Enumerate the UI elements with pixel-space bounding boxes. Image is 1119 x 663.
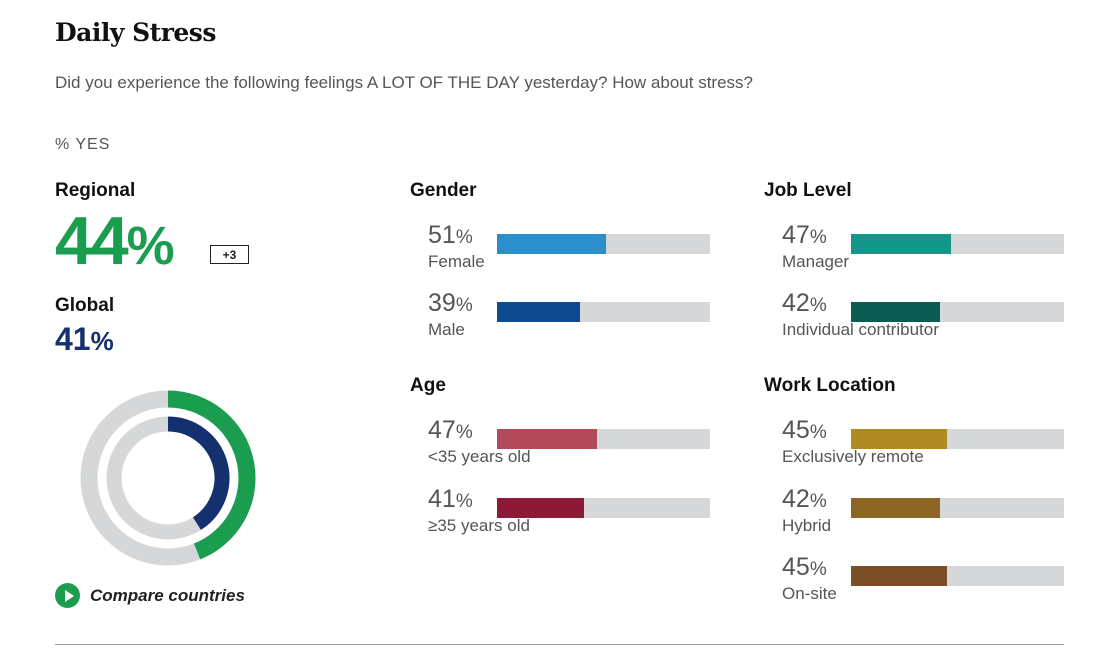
bar-pct-hybrid: % [809,491,827,512]
bar-pct-over-35: % [455,491,473,512]
bar-track-manager [851,234,1064,254]
donut-arc-global [167,416,230,530]
bar-label-exclusively-remote: Exclusively remote [782,447,924,466]
bar-label-on-site: On-site [782,584,837,603]
gender-heading: Gender [410,180,477,201]
compare-countries-link[interactable]: Compare countries [55,583,245,608]
bar-value-under-35: 47% [428,416,473,447]
job-level-heading: Job Level [764,180,852,201]
compare-countries-label: Compare countries [90,585,245,605]
regional-value: 44% [55,203,175,282]
bar-label-male: Male [428,320,465,339]
bar-value-male: 39% [428,289,473,320]
global-value: 41% [55,320,114,360]
work-location-heading: Work Location [764,375,896,396]
regional-pct-sign: % [126,216,175,276]
bar-value-individual-contributor: 42% [782,289,827,320]
bar-track-male [497,302,710,322]
bar-row-male: 39% Male [428,289,718,349]
bar-number-male: 39 [428,289,456,317]
bottom-divider [55,644,1064,645]
bar-track-exclusively-remote [851,429,1064,449]
donut-chart [80,390,256,566]
global-pct-sign: % [90,326,114,356]
bar-row-female: 51% Female [428,221,718,281]
bar-fill-on-site [851,566,947,586]
bar-value-manager: 47% [782,221,827,252]
bar-label-under-35: <35 years old [428,447,531,466]
bar-track-over-35 [497,498,710,518]
bar-number-individual-contributor: 42 [782,289,810,317]
bar-number-over-35: 41 [428,485,456,513]
bar-fill-individual-contributor [851,302,941,322]
global-number: 41 [55,321,91,357]
bar-value-hybrid: 42% [782,485,827,516]
bar-value-exclusively-remote: 45% [782,416,827,447]
metric-label: % YES [55,136,111,153]
bar-number-exclusively-remote: 45 [782,416,810,444]
bar-pct-under-35: % [455,422,473,443]
bar-row-under-35: 47% <35 years old [428,416,718,476]
bar-row-manager: 47% Manager [782,221,1072,281]
age-heading: Age [410,375,446,396]
bar-track-female [497,234,710,254]
bar-track-individual-contributor [851,302,1064,322]
bar-label-female: Female [428,252,485,271]
play-icon[interactable] [55,583,80,608]
bar-row-hybrid: 42% Hybrid [782,485,1072,545]
bar-pct-manager: % [809,227,827,248]
donut-arc-regional [167,390,256,560]
bar-value-on-site: 45% [782,553,827,584]
bar-row-individual-contributor: 42% Individual contributor [782,289,1072,349]
bar-fill-exclusively-remote [851,429,947,449]
survey-question: Did you experience the following feeling… [55,73,753,92]
bar-fill-under-35 [497,429,598,449]
bar-fill-male [497,302,581,322]
bar-track-under-35 [497,429,710,449]
bar-row-on-site: 45% On-site [782,553,1072,613]
bar-pct-male: % [455,295,473,316]
bar-fill-over-35 [497,498,585,518]
bar-number-manager: 47 [782,221,810,249]
bar-pct-female: % [455,227,473,248]
bar-row-exclusively-remote: 45% Exclusively remote [782,416,1072,476]
global-label: Global [55,295,115,316]
bar-number-hybrid: 42 [782,485,810,513]
bar-pct-exclusively-remote: % [809,422,827,443]
bar-label-individual-contributor: Individual contributor [782,320,939,339]
page-title: Daily Stress [55,18,216,47]
bar-track-on-site [851,566,1064,586]
regional-number: 44 [55,203,129,279]
bar-label-over-35: ≥35 years old [428,516,530,535]
bar-pct-individual-contributor: % [809,295,827,316]
bar-fill-hybrid [851,498,941,518]
regional-label: Regional [55,180,136,201]
bar-row-over-35: 41% ≥35 years old [428,485,718,545]
bar-value-over-35: 41% [428,485,473,516]
bar-number-on-site: 45 [782,553,810,581]
bar-fill-female [497,234,606,254]
bar-label-manager: Manager [782,252,850,271]
bar-fill-manager [851,234,952,254]
bar-track-hybrid [851,498,1064,518]
bar-pct-on-site: % [809,559,827,580]
regional-delta-badge: +3 [210,245,249,264]
bar-number-female: 51 [428,221,456,249]
bar-number-under-35: 47 [428,416,456,444]
bar-value-female: 51% [428,221,473,252]
bar-label-hybrid: Hybrid [782,516,832,535]
